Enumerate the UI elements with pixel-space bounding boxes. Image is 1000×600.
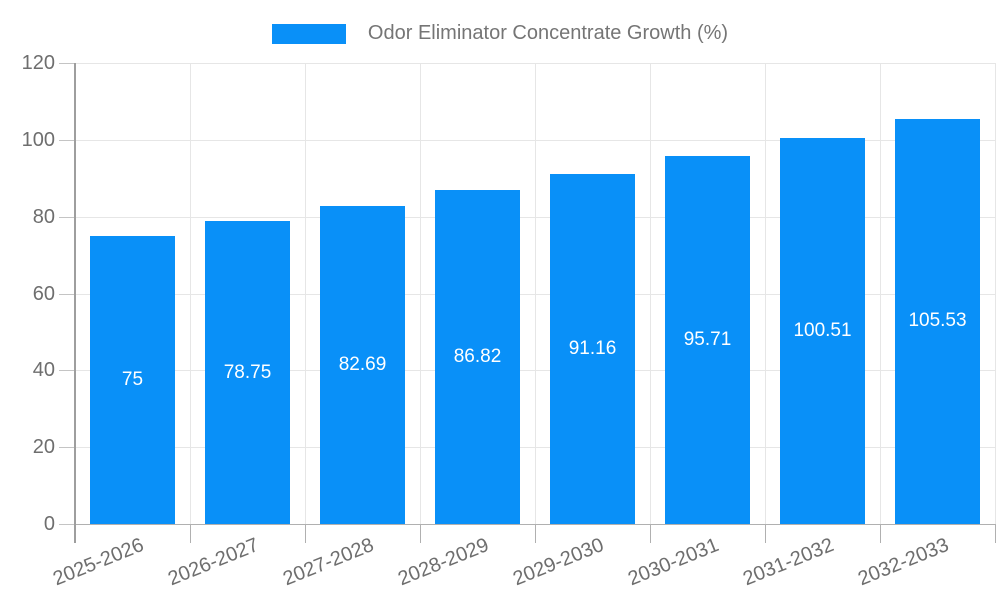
- bar-value-label: 78.75: [223, 361, 272, 383]
- bar: [90, 235, 175, 524]
- x-tick: [535, 524, 536, 543]
- x-gridline: [650, 63, 651, 524]
- x-axis-label: 2025-2026: [49, 534, 147, 591]
- bar: [895, 118, 980, 524]
- legend-swatch: [271, 23, 346, 44]
- x-tick: [420, 524, 421, 543]
- x-tick: [995, 524, 996, 543]
- x-tick: [650, 524, 651, 543]
- x-axis-label: 2028-2029: [394, 534, 492, 591]
- y-axis-label: 100: [21, 128, 55, 151]
- y-tick: [59, 293, 75, 295]
- bar: [320, 206, 405, 524]
- y-tick: [59, 370, 75, 372]
- bar-value-label: 75: [121, 368, 144, 390]
- x-tick: [190, 524, 191, 543]
- x-axis-label: 2026-2027: [164, 534, 262, 591]
- x-gridline: [765, 63, 766, 524]
- y-tick: [59, 139, 75, 141]
- y-tick: [59, 524, 75, 525]
- y-axis-label: 0: [43, 513, 55, 535]
- y-axis-label: 40: [32, 359, 55, 382]
- bar: [435, 190, 520, 524]
- x-axis-label: 2030-2031: [624, 534, 722, 591]
- bar-value-label: 95.71: [683, 329, 732, 351]
- x-axis-label: 2031-2032: [739, 534, 837, 591]
- x-gridline: [190, 63, 191, 524]
- x-gridline: [305, 63, 306, 524]
- bar-value-label: 86.82: [453, 346, 502, 368]
- x-axis-label: 2027-2028: [279, 534, 377, 591]
- x-axis-label: 2032-2033: [854, 534, 952, 591]
- legend: Odor Eliminator Concentrate Growth (%): [0, 22, 1000, 45]
- x-gridline: [420, 63, 421, 524]
- y-axis-label: 60: [32, 282, 55, 305]
- bar-value-label: 91.16: [568, 337, 617, 359]
- y-axis-line: [74, 63, 76, 543]
- y-axis-label: 80: [32, 205, 55, 228]
- x-tick: [880, 524, 881, 543]
- x-gridline: [995, 63, 996, 524]
- y-axis-label: 120: [21, 52, 55, 74]
- bar: [665, 156, 750, 524]
- bar-value-label: 105.53: [908, 310, 967, 332]
- x-gridline: [880, 63, 881, 524]
- y-tick: [59, 216, 75, 218]
- bar: [550, 173, 635, 524]
- y-tick: [59, 447, 75, 449]
- x-tick: [765, 524, 766, 543]
- bar-value-label: 100.51: [793, 319, 852, 341]
- x-tick: [305, 524, 306, 543]
- bar: [205, 221, 290, 524]
- y-axis-label: 20: [32, 436, 55, 459]
- x-axis-label: 2029-2030: [509, 534, 607, 591]
- bar: [780, 137, 865, 524]
- x-gridline: [535, 63, 536, 524]
- legend-label: Odor Eliminator Concentrate Growth (%): [367, 22, 729, 44]
- bar-value-label: 82.69: [338, 354, 387, 376]
- y-tick: [59, 63, 75, 64]
